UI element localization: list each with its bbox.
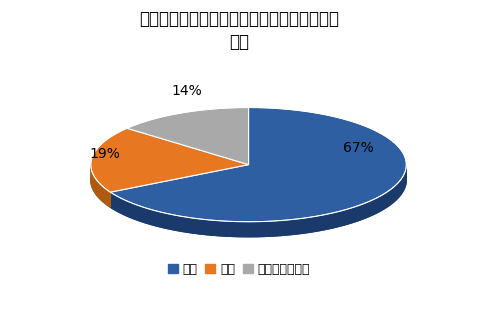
Polygon shape [110,165,406,237]
Polygon shape [91,128,249,192]
Text: ステップワゴンハイブリッドの燃費の満足度
調査: ステップワゴンハイブリッドの燃費の満足度 調査 [139,10,339,51]
Text: 19%: 19% [90,147,120,161]
Legend: 満足, 不満, どちらでもない: 満足, 不満, どちらでもない [163,258,315,281]
Polygon shape [127,108,249,165]
Polygon shape [91,165,110,207]
Polygon shape [110,108,406,222]
Text: 67%: 67% [343,141,374,155]
Polygon shape [91,122,406,237]
Text: 14%: 14% [171,84,202,98]
